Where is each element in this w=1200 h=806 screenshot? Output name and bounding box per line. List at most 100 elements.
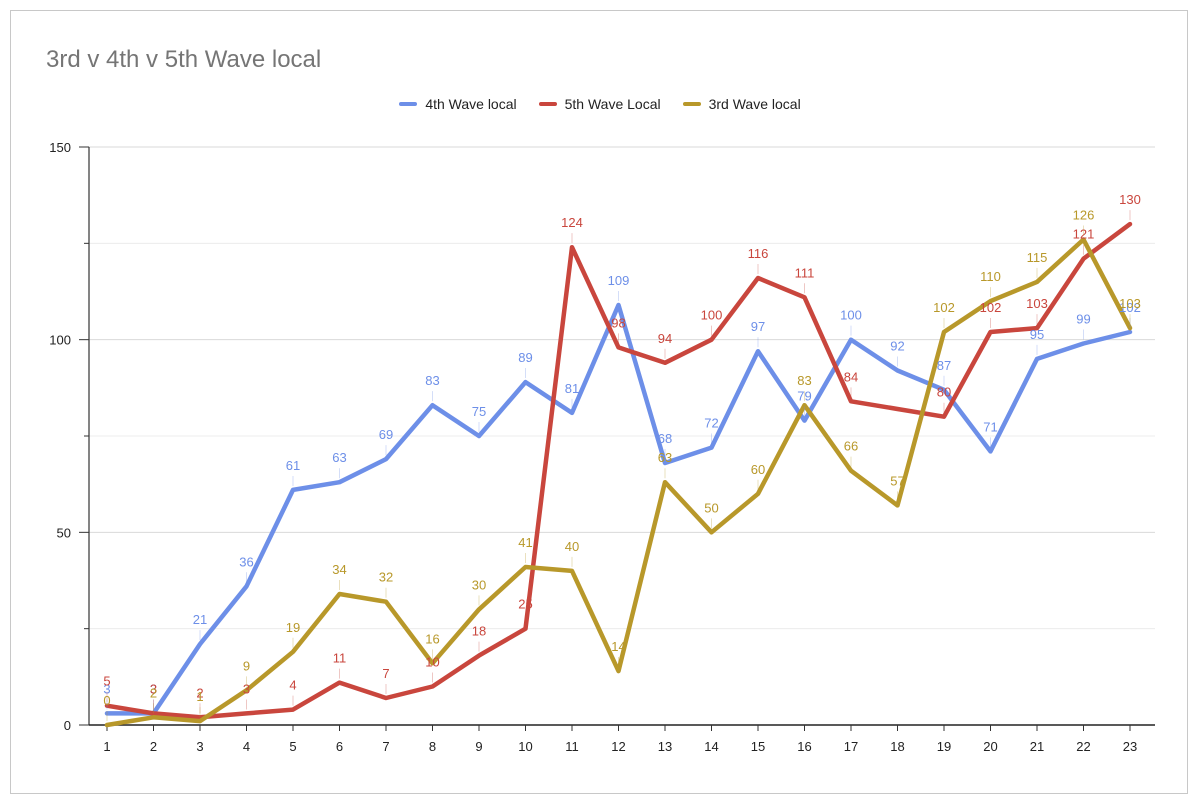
x-tick-label: 4 — [243, 739, 250, 754]
x-tick-label: 10 — [518, 739, 532, 754]
legend-item-3rd-wave: 3rd Wave local — [682, 96, 801, 112]
data-label: 61 — [286, 458, 300, 473]
data-label: 63 — [332, 450, 346, 465]
x-tick-label: 5 — [289, 739, 296, 754]
data-label: 71 — [983, 419, 997, 434]
data-label: 63 — [658, 450, 672, 465]
data-label: 14 — [611, 639, 625, 654]
data-label: 57 — [890, 473, 904, 488]
x-tick-label: 23 — [1123, 739, 1137, 754]
series-line-2 — [104, 237, 1133, 728]
data-label: 1 — [196, 689, 203, 704]
data-label: 72 — [704, 416, 718, 431]
x-tick-label: 6 — [336, 739, 343, 754]
x-tick-label: 7 — [382, 739, 389, 754]
chart-frame — [10, 10, 1188, 794]
series-line-0 — [104, 302, 1133, 716]
y-tick-label: 50 — [57, 525, 71, 540]
legend-label-3rd-wave: 3rd Wave local — [708, 96, 801, 112]
data-label: 11 — [333, 651, 347, 666]
data-label: 41 — [518, 535, 532, 550]
data-label: 2 — [150, 685, 157, 700]
data-label: 110 — [980, 269, 1001, 284]
x-tick-label: 19 — [937, 739, 951, 754]
data-label: 2 — [196, 685, 203, 700]
x-tick-label: 2 — [150, 739, 157, 754]
data-label: 126 — [1073, 207, 1095, 222]
data-label: 40 — [565, 539, 579, 554]
data-label: 83 — [797, 373, 811, 388]
x-tick-label: 15 — [751, 739, 765, 754]
x-tick-label: 9 — [475, 739, 482, 754]
x-tick-label: 12 — [611, 739, 625, 754]
data-label: 103 — [1119, 296, 1141, 311]
data-label: 115 — [1027, 250, 1048, 265]
x-tick-label: 13 — [658, 739, 672, 754]
data-label: 68 — [658, 431, 672, 446]
data-label: 111 — [795, 265, 815, 280]
data-label: 3 — [243, 681, 250, 696]
data-label: 18 — [472, 624, 486, 639]
data-label: 109 — [608, 273, 630, 288]
x-tick-label: 14 — [704, 739, 718, 754]
x-tick-label: 20 — [983, 739, 997, 754]
x-tick-label: 8 — [429, 739, 436, 754]
chart-title: 3rd v 4th v 5th Wave local — [46, 46, 322, 73]
data-label: 124 — [561, 215, 583, 230]
legend-swatch-3rd-wave — [682, 102, 701, 106]
data-label: 7 — [382, 666, 389, 681]
legend: 4th Wave local 5th Wave Local 3rd Wave l… — [0, 96, 1200, 112]
data-label: 25 — [518, 597, 532, 612]
y-tick-label: 150 — [49, 140, 71, 155]
data-label: 99 — [1076, 312, 1090, 327]
data-label: 80 — [937, 385, 951, 400]
data-label: 94 — [658, 331, 672, 346]
legend-label-4th-wave: 4th Wave local — [425, 96, 517, 112]
data-label: 66 — [844, 439, 858, 454]
data-label: 89 — [518, 350, 532, 365]
data-label: 9 — [243, 658, 250, 673]
data-label: 100 — [701, 308, 723, 323]
data-label: 50 — [704, 500, 718, 515]
data-label: 75 — [472, 404, 486, 419]
data-label: 10 — [425, 654, 439, 669]
data-label: 3 — [103, 681, 110, 696]
data-label: 83 — [425, 373, 439, 388]
x-tick-label: 17 — [844, 739, 858, 754]
series-line-1 — [104, 221, 1133, 720]
x-tick-label: 11 — [565, 739, 579, 754]
x-tick-label: 21 — [1030, 739, 1044, 754]
data-label: 95 — [1030, 327, 1044, 342]
x-tick-label: 18 — [890, 739, 904, 754]
data-label: 92 — [890, 338, 904, 353]
data-label: 19 — [286, 620, 300, 635]
legend-label-5th-wave: 5th Wave Local — [564, 96, 661, 112]
data-label: 84 — [844, 369, 858, 384]
data-label: 100 — [840, 308, 862, 323]
data-label: 32 — [379, 570, 393, 585]
data-label: 0 — [103, 693, 110, 708]
data-label: 3 — [150, 681, 157, 696]
x-tick-label: 1 — [103, 739, 110, 754]
data-label: 87 — [937, 358, 951, 373]
data-label: 102 — [1119, 300, 1141, 315]
y-tick-label: 0 — [64, 718, 71, 733]
data-label: 116 — [748, 246, 769, 261]
x-tick-label: 22 — [1076, 739, 1090, 754]
data-label: 30 — [472, 577, 486, 592]
data-label: 60 — [751, 462, 765, 477]
data-label: 97 — [751, 319, 765, 334]
data-label: 3 — [150, 681, 157, 696]
legend-swatch-4th-wave — [399, 102, 418, 106]
data-label: 4 — [289, 678, 296, 693]
legend-item-4th-wave: 4th Wave local — [399, 96, 517, 112]
data-label: 34 — [332, 562, 346, 577]
data-label: 36 — [239, 554, 253, 569]
data-label: 16 — [425, 631, 439, 646]
x-tick-label: 16 — [797, 739, 811, 754]
legend-item-5th-wave: 5th Wave Local — [538, 96, 661, 112]
y-tick-label: 100 — [49, 333, 71, 348]
data-label: 21 — [193, 612, 207, 627]
data-label: 102 — [933, 300, 955, 315]
data-label: 103 — [1026, 296, 1048, 311]
